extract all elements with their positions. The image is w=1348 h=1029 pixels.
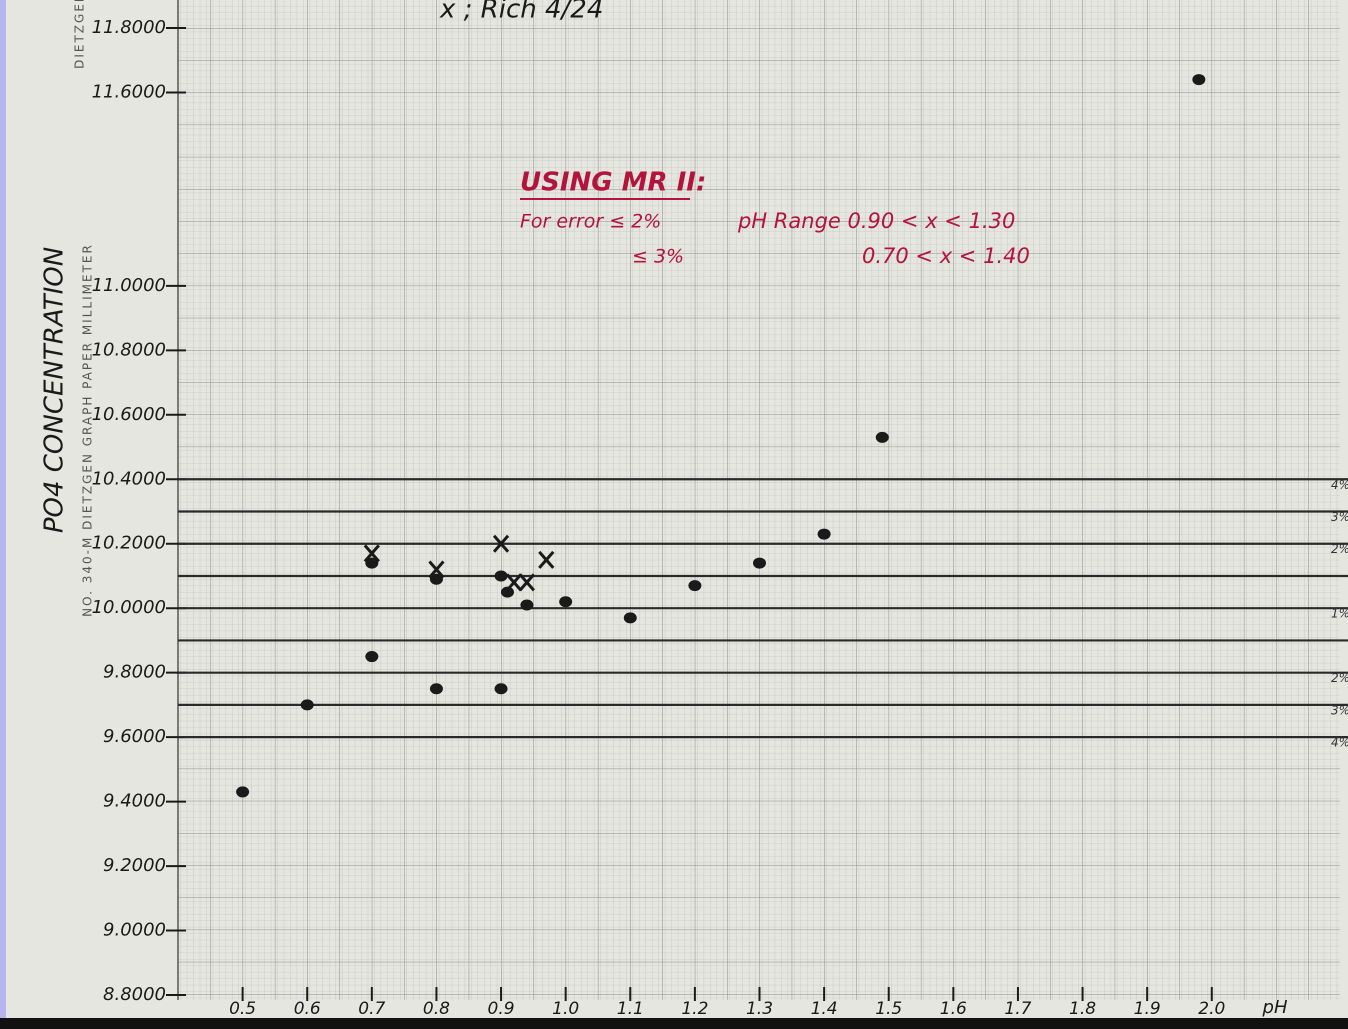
error-band-label: 4% [1331,736,1348,750]
y-tick-label: 8.8000 [103,984,166,1005]
x-tick-label: 0.6 [294,999,321,1019]
error-band-label: 1% [1331,607,1348,621]
dot-point [430,683,443,694]
y-tick-label: 10.6000 [92,404,166,425]
x-tick-label: 1.1 [617,999,644,1019]
y-axis-title: PO4 CONCENTRATION [40,247,70,533]
dot-point [236,786,249,797]
dot-point [301,699,314,710]
annotation: pH Range 0.90 < x < 1.30 [737,209,1015,233]
dot-point [688,580,701,591]
x-axis-title: pH [1262,997,1288,1018]
y-tick-label: 9.0000 [103,920,166,941]
paper-text: NO. 340-M DIETZGEN GRAPH PAPER MILLIMETE… [81,243,95,617]
error-band-label: 3% [1331,510,1348,524]
annotation: ≤ 3% [632,246,684,268]
error-band-label: 2% [1331,542,1348,556]
x-tick-label: 1.5 [875,999,902,1019]
x-tick-label: 0.9 [488,999,515,1019]
x-tick-label: 1.0 [552,999,579,1019]
x-tick-label: 0.8 [423,999,450,1019]
dot-point [520,599,533,610]
error-band-label: 4% [1331,478,1348,492]
dot-point [753,558,766,569]
dot-point [876,432,889,443]
mid-grid [178,0,1340,1000]
y-tick-label: 11.8000 [92,17,166,38]
x-tick-label: 1.8 [1069,999,1096,1019]
y-tick-label: 11.0000 [92,275,166,296]
dot-point [818,529,831,540]
y-tick-label: 9.4000 [103,791,166,812]
x-tick-label: 1.6 [940,999,967,1019]
x-tick-label: 1.7 [1004,999,1031,1019]
y-tick-label: 10.0000 [92,597,166,618]
annotation: USING MR II: [520,168,706,198]
annotation: For error ≤ 2% [520,211,661,233]
x-tick-label: 1.2 [681,999,708,1019]
chart: DIETZGEN NO. 340-M DIETZGEN GRAPH PAPER … [0,0,1348,1029]
error-band-label: 2% [1331,671,1348,685]
dot-point [559,596,572,607]
y-tick-label: 10.2000 [92,533,166,554]
x-tick-label: 0.7 [358,999,385,1019]
x-tick-label: 2.0 [1198,999,1225,1019]
page: DIETZGEN NO. 340-M DIETZGEN GRAPH PAPER … [0,0,1348,1029]
annotation: 0.70 < x < 1.40 [862,244,1030,268]
x-tick-label: 1.9 [1134,999,1161,1019]
y-tick-label: 9.2000 [103,855,166,876]
x-tick-label: 1.3 [746,999,773,1019]
y-tick-label: 11.6000 [92,81,166,102]
y-tick-label: 10.4000 [92,468,166,489]
y-tick-label: 9.8000 [103,662,166,683]
x-tick-label: 0.5 [229,999,256,1019]
x-tick-label: 1.4 [811,999,838,1019]
error-band-label: 3% [1331,703,1348,717]
bottom-edge [0,1018,1348,1029]
top-note: x ; Rich 4/24 [439,0,603,25]
dot-point [495,570,508,581]
dot-point [624,612,637,623]
y-tick-label: 9.6000 [103,726,166,747]
dot-point [495,683,508,694]
y-tick-label: 10.8000 [92,339,166,360]
dot-point [1192,74,1205,85]
paper-brand: DIETZGEN [73,0,87,69]
dot-point [365,651,378,662]
